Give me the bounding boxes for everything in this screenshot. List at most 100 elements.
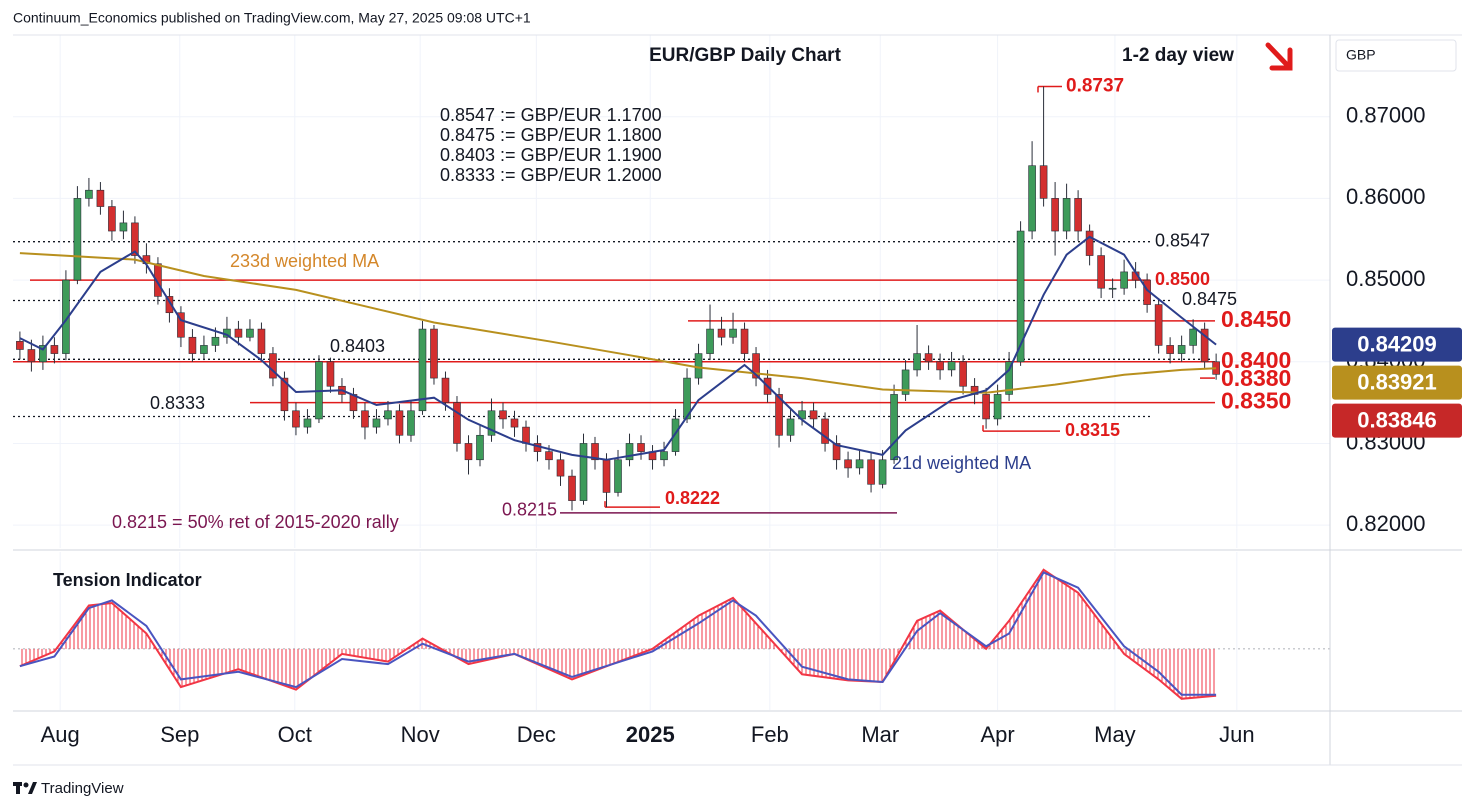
candle-body [430, 328, 438, 379]
conversion-note: 0.8547 := GBP/EUR 1.1700 [440, 105, 662, 125]
candle-body [752, 353, 760, 379]
tension-line [19, 568, 1217, 700]
level-label: 0.8333 [150, 393, 205, 413]
candle-body [936, 361, 944, 371]
candle-body [614, 459, 622, 493]
candle-body [487, 410, 496, 436]
candle-body [510, 418, 519, 428]
candle-body [96, 189, 105, 207]
candle-body [453, 402, 461, 444]
moving-average [19, 235, 1217, 461]
indicator-pane [13, 568, 1330, 700]
candle-body [947, 361, 956, 371]
candle-body [1120, 271, 1128, 289]
price-badge-label: 0.83846 [1357, 407, 1437, 432]
candle-body [786, 418, 795, 436]
candle-body [1108, 287, 1117, 290]
x-tick-label: Feb [751, 722, 789, 747]
x-tick-label: 2025 [626, 722, 675, 747]
candle-body [246, 328, 254, 338]
tradingview-logo [13, 782, 37, 794]
candle-body [683, 377, 691, 420]
candle-body [1177, 345, 1186, 354]
candle-body [740, 328, 749, 354]
candle-body [1200, 328, 1209, 363]
x-tick-label: Aug [41, 722, 80, 747]
candle-body [108, 206, 116, 232]
candle-body [660, 451, 668, 461]
candle-body [959, 361, 967, 387]
footer-brand: TradingView [41, 780, 124, 797]
conversion-note: 0.8333 := GBP/EUR 1.2000 [440, 165, 662, 185]
level-label: 0.8315 [1065, 420, 1120, 440]
candle-body [257, 328, 266, 354]
x-tick-label: Nov [401, 722, 440, 747]
x-tick-label: Dec [517, 722, 556, 747]
y-tick-label: 0.82000 [1346, 511, 1426, 536]
candle-body [1016, 230, 1025, 363]
level-label: 0.8547 [1155, 230, 1210, 250]
price-badge-label: 0.83921 [1357, 369, 1437, 394]
x-tick-label: Jun [1219, 722, 1254, 747]
currency-button[interactable] [1335, 39, 1457, 72]
price-badge-label: 0.84209 [1357, 331, 1437, 356]
candle-body [982, 394, 990, 420]
x-tick-label: Sep [160, 722, 199, 747]
x-tick-label: Mar [861, 722, 899, 747]
candle-body [326, 361, 335, 387]
candle-body [890, 394, 898, 461]
candle-body [867, 459, 875, 485]
tension-histogram [19, 569, 1217, 699]
candle-body [50, 345, 59, 354]
conversion-note: 0.8475 := GBP/EUR 1.1800 [440, 125, 662, 145]
candle-body [372, 418, 381, 428]
candle-body [717, 328, 726, 338]
candle-body [292, 410, 300, 428]
candle-body [131, 222, 139, 256]
candle-body [464, 443, 473, 461]
currency-label: GBP [1346, 47, 1376, 63]
candle-body [211, 336, 220, 346]
publish-header: Continuum_Economics published on Trading… [13, 10, 531, 26]
candle-body [809, 410, 818, 420]
level-label: 0.8500 [1155, 269, 1210, 289]
conversion-note: 0.8403 := GBP/EUR 1.1900 [440, 145, 662, 165]
level-label: 0.8450 [1221, 306, 1291, 332]
candle-body [119, 222, 128, 232]
price-badge [1332, 365, 1462, 400]
level-label: 0.8380 [1221, 365, 1291, 391]
candle-body [545, 451, 553, 461]
candle-body [832, 443, 841, 461]
candle-body [165, 296, 174, 314]
candle-body [499, 410, 507, 420]
candle-body [901, 369, 910, 395]
candle-body [1097, 255, 1105, 289]
x-tick-label: Oct [278, 722, 312, 747]
candle-body [85, 189, 93, 199]
candle-body [73, 198, 82, 281]
candle-body [1074, 198, 1082, 232]
candle-body [280, 377, 289, 412]
candle-body [522, 426, 530, 444]
candle-body [441, 377, 450, 403]
candle-body [602, 459, 611, 493]
candle-body [556, 459, 565, 477]
candle-body [361, 410, 369, 428]
candle-body [625, 443, 634, 461]
candle-body [637, 443, 645, 452]
x-tick-label: Apr [980, 722, 1014, 747]
candle-body [1028, 165, 1036, 232]
chart-title: EUR/GBP Daily Chart [649, 45, 841, 66]
y-tick-label: 0.86000 [1346, 184, 1426, 209]
main-pane [13, 85, 1220, 514]
candle-body [395, 410, 404, 436]
x-tick-label: May [1094, 722, 1136, 747]
candle-body [269, 353, 277, 379]
candle-body [154, 263, 162, 297]
candle-body [476, 434, 484, 461]
candle-body [303, 418, 312, 428]
candle-body [200, 345, 208, 354]
y-tick-label: 0.85000 [1346, 266, 1426, 291]
candle-body [1039, 165, 1048, 199]
